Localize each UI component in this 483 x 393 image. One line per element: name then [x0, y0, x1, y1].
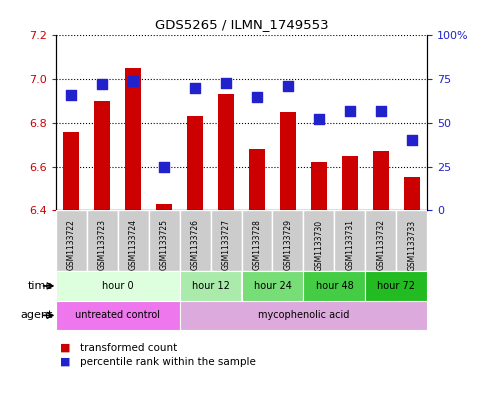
Bar: [180, 210, 211, 271]
Text: hour 72: hour 72: [377, 281, 415, 291]
Text: hour 48: hour 48: [315, 281, 354, 291]
Bar: [180, 271, 242, 301]
Text: agent: agent: [21, 310, 53, 320]
Bar: [342, 156, 358, 210]
Text: GSM1133728: GSM1133728: [253, 219, 261, 270]
Text: GSM1133729: GSM1133729: [284, 219, 293, 270]
Bar: [303, 271, 366, 301]
Text: GSM1133730: GSM1133730: [314, 219, 324, 270]
Bar: [117, 210, 149, 271]
Point: [377, 107, 385, 114]
Bar: [56, 210, 86, 271]
Bar: [311, 162, 327, 210]
Text: ■: ■: [60, 356, 71, 367]
Point: [98, 81, 106, 88]
Text: GSM1133726: GSM1133726: [190, 219, 199, 270]
Text: GSM1133732: GSM1133732: [376, 219, 385, 270]
Bar: [373, 151, 389, 210]
Bar: [218, 94, 234, 210]
Bar: [280, 112, 296, 210]
Bar: [56, 271, 180, 301]
Point: [222, 79, 230, 86]
Text: percentile rank within the sample: percentile rank within the sample: [80, 356, 256, 367]
Text: GDS5265 / ILMN_1749553: GDS5265 / ILMN_1749553: [155, 18, 328, 31]
Bar: [149, 210, 180, 271]
Bar: [94, 101, 110, 210]
Text: GSM1133723: GSM1133723: [98, 219, 107, 270]
Bar: [187, 116, 203, 210]
Bar: [366, 271, 427, 301]
Text: GSM1133727: GSM1133727: [222, 219, 230, 270]
Bar: [86, 210, 117, 271]
Bar: [397, 210, 427, 271]
Bar: [242, 210, 272, 271]
Text: GSM1133725: GSM1133725: [159, 219, 169, 270]
Point: [315, 116, 323, 123]
Bar: [63, 132, 79, 210]
Point: [284, 83, 292, 89]
Text: GSM1133731: GSM1133731: [345, 219, 355, 270]
Bar: [242, 271, 303, 301]
Bar: [303, 210, 334, 271]
Point: [408, 137, 416, 143]
Bar: [211, 210, 242, 271]
Text: untreated control: untreated control: [75, 310, 160, 320]
Bar: [272, 210, 303, 271]
Text: GSM1133722: GSM1133722: [67, 219, 75, 270]
Text: ■: ■: [60, 343, 71, 353]
Text: hour 0: hour 0: [102, 281, 133, 291]
Bar: [404, 178, 420, 210]
Bar: [180, 301, 427, 330]
Point: [160, 163, 168, 170]
Text: time: time: [28, 281, 53, 291]
Text: GSM1133733: GSM1133733: [408, 219, 416, 270]
Bar: [249, 149, 265, 210]
Text: hour 12: hour 12: [192, 281, 229, 291]
Text: hour 24: hour 24: [254, 281, 291, 291]
Bar: [125, 68, 141, 210]
Bar: [334, 210, 366, 271]
Text: mycophenolic acid: mycophenolic acid: [258, 310, 349, 320]
Text: transformed count: transformed count: [80, 343, 177, 353]
Point: [67, 92, 75, 98]
Point: [346, 107, 354, 114]
Point: [253, 94, 261, 100]
Point: [129, 78, 137, 84]
Bar: [366, 210, 397, 271]
Point: [191, 85, 199, 91]
Bar: [156, 204, 172, 210]
Bar: [56, 301, 180, 330]
Text: GSM1133724: GSM1133724: [128, 219, 138, 270]
